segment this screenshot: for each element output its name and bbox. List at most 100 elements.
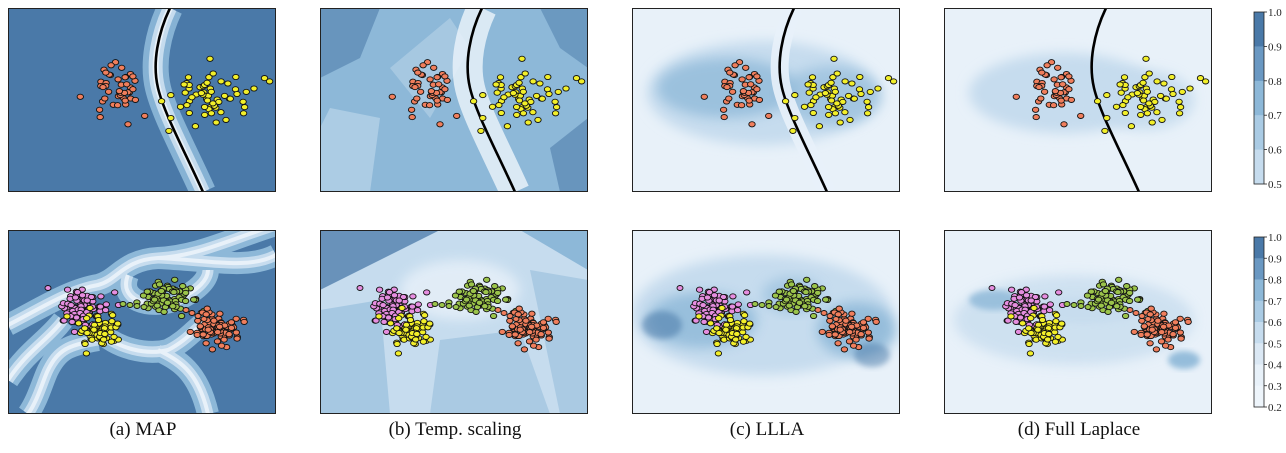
data-point-green [502,296,510,303]
data-point-yellow [1153,78,1161,85]
panel-multiclass-llla [632,230,900,414]
data-point-orange [527,323,536,330]
data-point-pink [676,285,684,291]
data-point-orange [849,342,858,349]
data-point-yellow [1121,109,1129,117]
data-point-green [482,289,490,296]
data-point-green [150,296,159,303]
data-point-orange [537,331,545,338]
data-point-orange [1140,323,1148,330]
data-point-orange [738,76,746,83]
data-point-yellow [224,80,232,87]
data-point-yellow [500,94,508,101]
data-point-yellow [512,103,521,111]
data-point-yellow [184,74,193,81]
data-point-green [813,297,822,305]
data-point-yellow [713,325,721,332]
data-point-yellow [577,78,586,85]
data-point-orange [508,323,516,330]
data-point-yellow [1093,98,1102,105]
data-point-orange [834,340,842,347]
data-point-green [1094,296,1103,303]
data-point-orange [1169,331,1177,338]
data-point-orange [186,328,194,335]
data-point-pink [383,294,392,301]
data-point-yellow [827,97,836,104]
data-point-yellow [203,97,212,104]
data-point-pink [70,328,79,335]
data-point-yellow [63,313,71,320]
data-point-yellow [804,81,812,88]
data-point-yellow [226,95,234,102]
data-point-orange [232,315,240,322]
data-point-orange [433,97,441,104]
data-point-orange [748,121,756,128]
data-point-orange [131,96,140,103]
data-point-yellow [1045,330,1053,338]
data-point-orange [114,76,122,83]
data-point-yellow [1158,116,1166,123]
data-point-yellow [889,78,898,85]
colorbar-tick: 0.2 [1268,402,1282,414]
data-point-orange [545,335,553,342]
data-point-green [787,281,796,288]
data-point-yellow [519,110,528,117]
data-point-orange [506,317,514,324]
data-point-pink [375,286,384,293]
data-point-orange [102,69,110,76]
data-point-green [772,304,780,310]
data-point-yellow [86,304,94,312]
data-point-yellow [74,320,83,327]
data-point-orange [1160,310,1168,317]
data-point-green [489,312,498,320]
data-point-orange [194,313,202,319]
data-point-yellow [233,90,241,98]
colorbar-tick: 0.9 [1268,41,1282,53]
data-point-pink [102,301,110,308]
data-point-orange [430,64,438,71]
data-point-green [1107,299,1116,306]
data-point-green [1101,287,1110,295]
data-point-green [792,308,800,315]
data-point-yellow [394,350,403,357]
data-point-yellow [420,312,429,319]
data-point-yellow [503,123,512,130]
data-point-orange [1143,331,1151,338]
data-point-orange [214,329,222,336]
data-point-yellow [479,92,487,99]
data-point-yellow [398,304,406,312]
data-point-orange [121,74,129,81]
data-point-orange [516,326,524,333]
data-point-yellow [1120,74,1129,81]
data-point-orange [842,317,850,324]
panel-binary-temp-scaling [320,8,588,192]
data-point-yellow [524,119,532,126]
data-point-yellow [841,78,849,85]
data-point-pink [382,328,391,335]
data-point-yellow [1027,315,1035,322]
data-point-green [803,276,811,283]
data-point-yellow [1025,340,1033,348]
data-point-orange [864,315,872,322]
colorbar-multiclass: 1.0 0.9 0.8 0.7 0.6 0.5 0.4 0.3 0.2 [1253,232,1282,414]
data-point-yellow [191,123,200,130]
decision-boundary [778,8,829,192]
caption-llla: (c) LLLA [729,419,805,440]
data-point-yellow [114,320,122,327]
data-point-orange [872,318,880,325]
data-point-green [143,288,151,295]
data-point-green [1125,297,1134,305]
data-point-yellow [492,81,500,88]
data-point-pink [733,307,742,314]
data-point-orange [101,95,109,102]
data-point-orange [814,307,822,313]
data-point-yellow [488,103,497,110]
data-point-green [170,289,178,296]
data-point-yellow [529,78,537,85]
data-point-yellow [165,127,173,134]
data-point-yellow [265,78,274,85]
data-point-orange [825,331,833,338]
data-point-orange [203,305,211,312]
data-point-yellow [551,110,560,117]
data-point-pink [715,297,723,304]
